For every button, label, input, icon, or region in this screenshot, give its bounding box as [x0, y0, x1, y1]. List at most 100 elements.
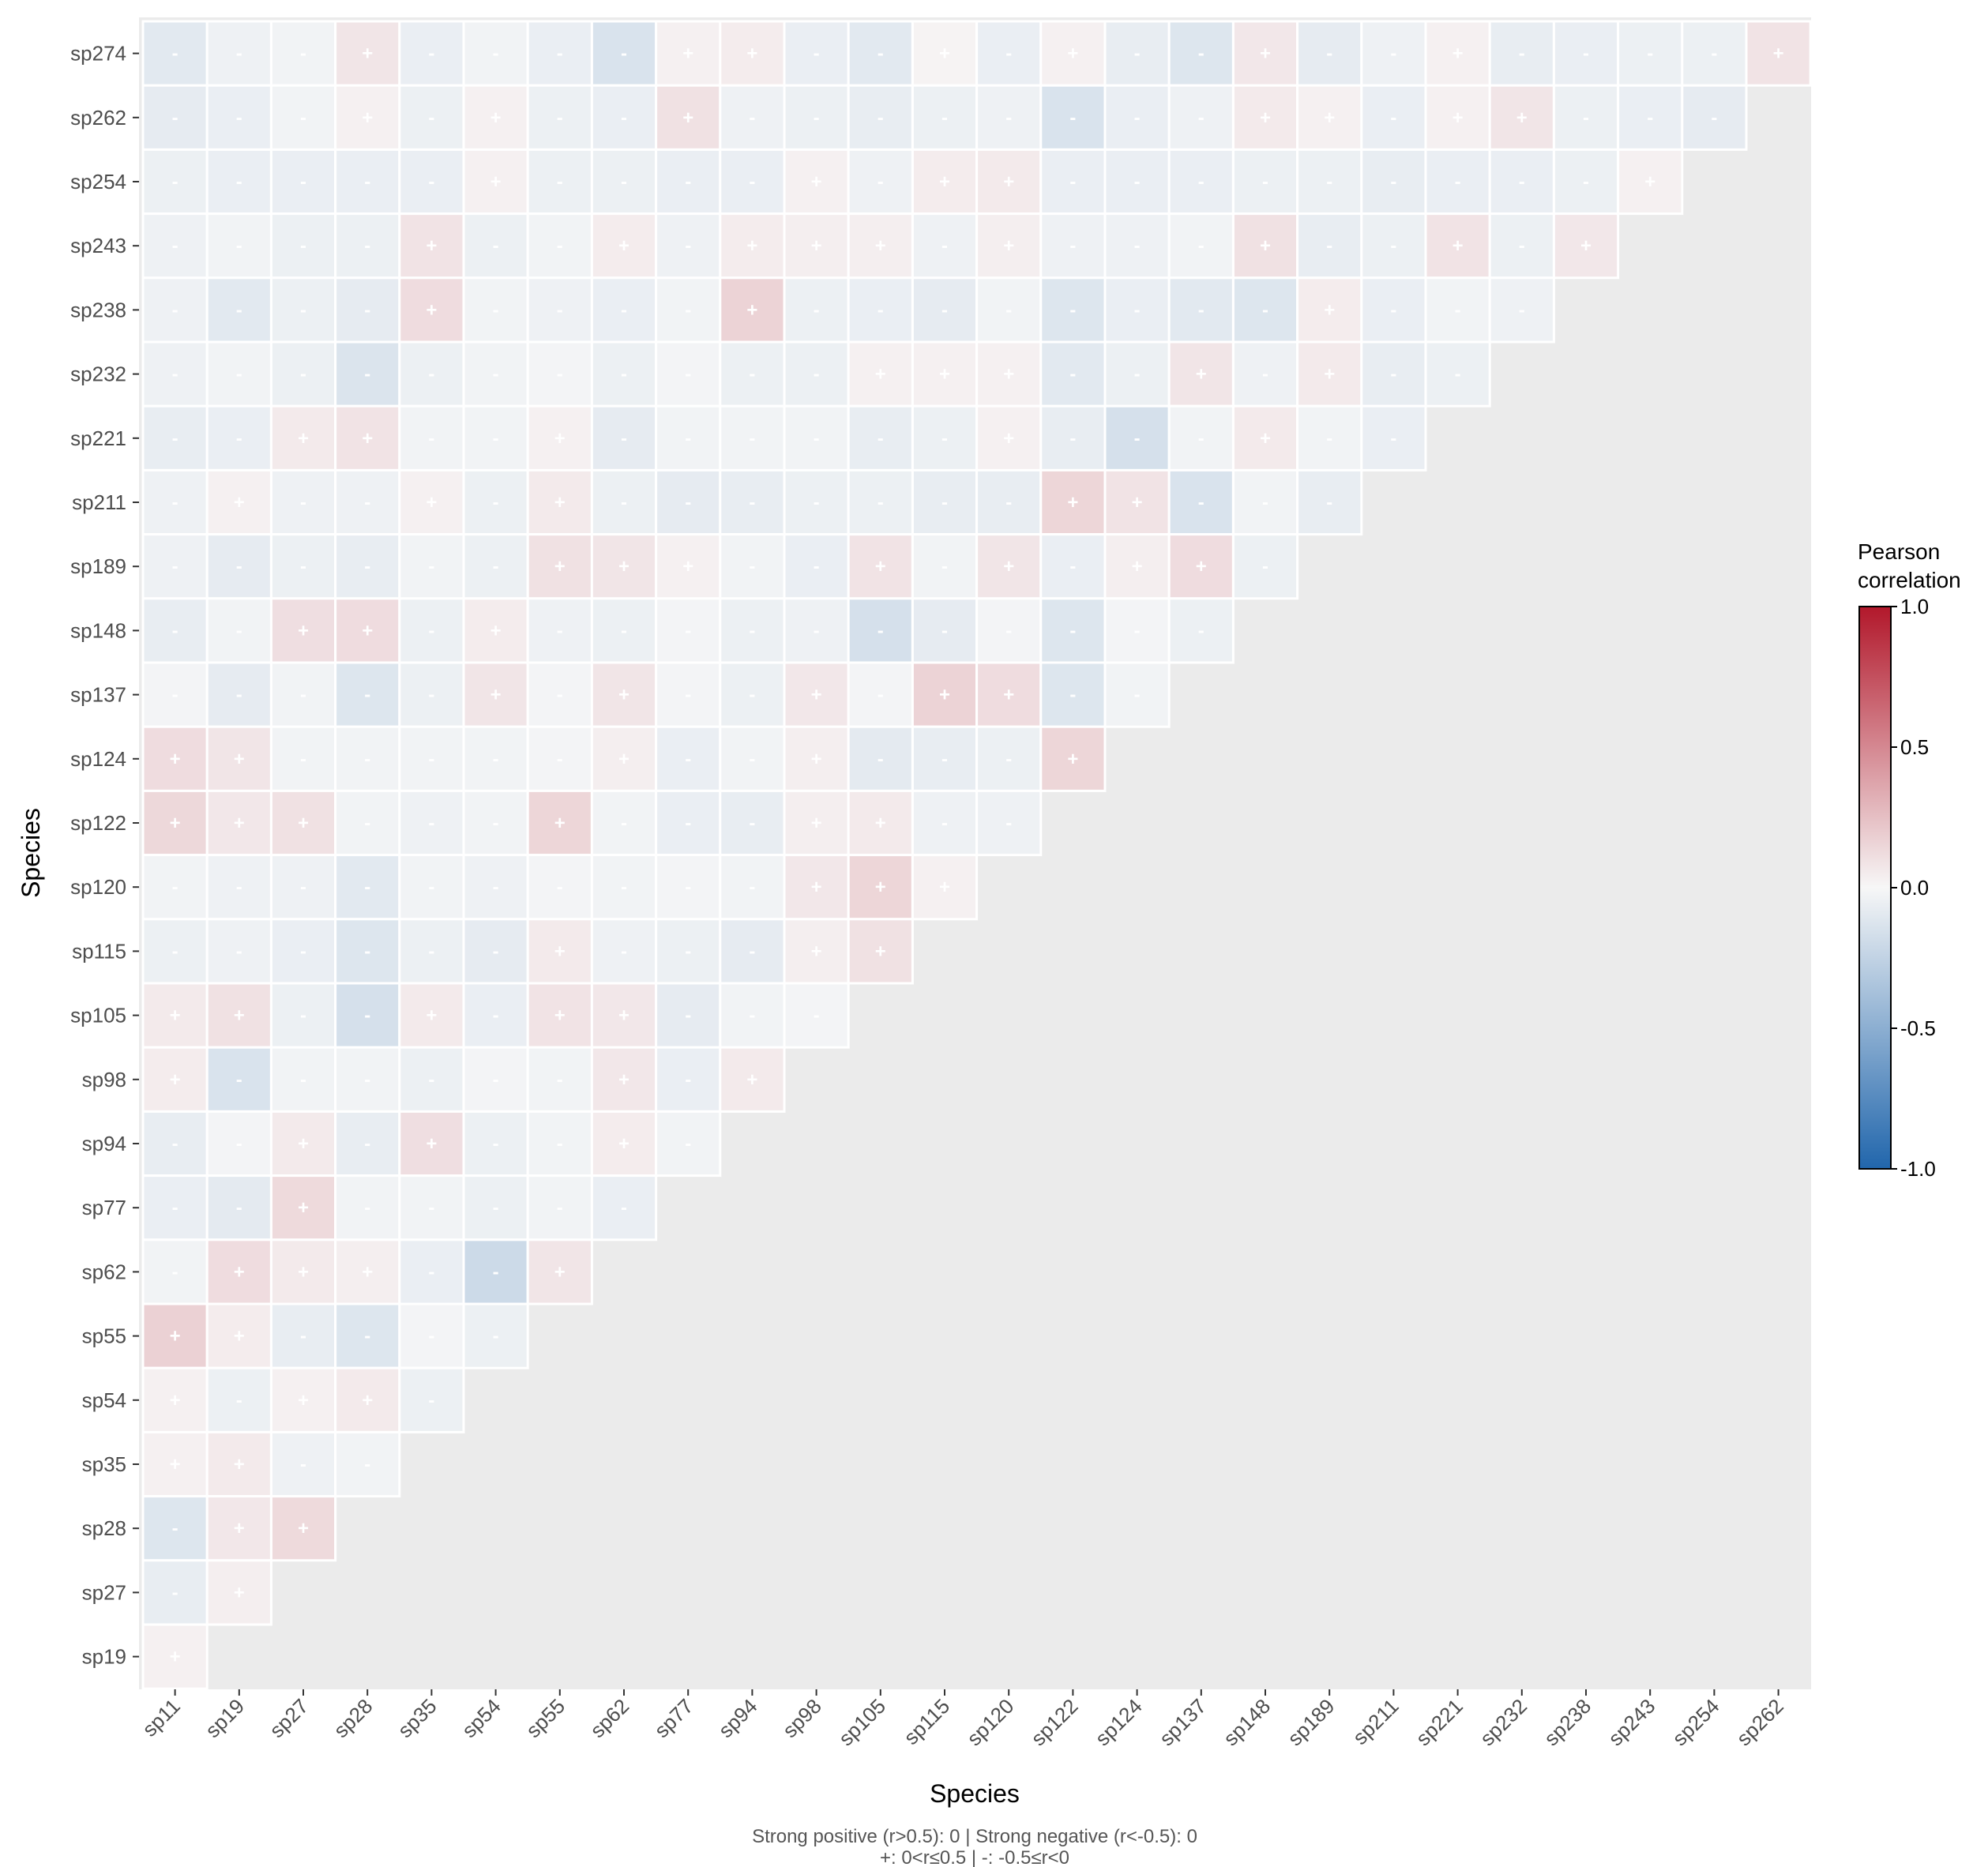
- cell-sign-label: -: [1390, 364, 1396, 385]
- cell-sign-label: +: [170, 749, 181, 770]
- x-tick-label: sp27: [265, 1694, 313, 1742]
- cell-sign-label: -: [941, 299, 948, 321]
- cell-sign-label: +: [298, 1261, 309, 1283]
- cell-sign-label: +: [1452, 43, 1464, 65]
- cell-sign-label: -: [493, 1005, 499, 1027]
- cell-sign-label: -: [557, 1069, 563, 1091]
- heatmap-cell-sp137-sp27: [269, 661, 337, 728]
- cell-sign-label: +: [234, 813, 245, 834]
- cell-sign-label: -: [1455, 299, 1461, 321]
- heatmap-cell-sp243-sp55: [526, 212, 593, 280]
- cell-sign-label: +: [682, 43, 693, 65]
- heatmap-cell-sp262-sp105: [847, 84, 914, 151]
- cell-sign-label: -: [364, 556, 370, 577]
- cell-sign-label: -: [941, 620, 948, 641]
- heatmap-cell-sp238-sp148: [1231, 276, 1299, 344]
- heatmap-cell-sp120-sp35: [398, 854, 465, 921]
- y-tick-label: sp124: [70, 747, 126, 771]
- heatmap-cell-sp254-sp55: [526, 148, 593, 216]
- legend-tick-label: 1.0: [1900, 595, 1929, 618]
- x-tick-label: sp105: [834, 1694, 890, 1750]
- cell-sign-label: -: [1262, 299, 1268, 321]
- x-tick-label: sp62: [585, 1694, 633, 1742]
- cell-sign-label: -: [814, 556, 820, 577]
- heatmap-cell-sp122-sp35: [398, 789, 465, 857]
- heatmap-cell-sp120-sp55: [526, 854, 593, 921]
- heatmap-cell-sp221-sp27: [269, 404, 337, 471]
- heatmap-cell-sp62-sp19: [205, 1238, 272, 1305]
- heatmap-cell-sp122-sp120: [975, 789, 1043, 857]
- heatmap-cell-sp254-sp243: [1617, 148, 1684, 216]
- cell-sign-label: -: [1005, 492, 1012, 513]
- x-tick-label: sp35: [393, 1694, 442, 1742]
- heatmap-cell-sp238-sp11: [141, 276, 209, 344]
- y-tick-label: sp77: [82, 1196, 126, 1219]
- cell-sign-label: -: [1326, 492, 1332, 513]
- heatmap-cell-sp274-sp35: [398, 20, 465, 87]
- y-tick-label: sp243: [70, 234, 126, 257]
- cell-sign-label: -: [493, 1326, 499, 1347]
- heatmap-cell-sp54-sp27: [269, 1366, 337, 1433]
- heatmap-cell-sp211-sp55: [526, 468, 593, 536]
- cell-sign-label: -: [814, 1005, 820, 1027]
- cell-sign-label: -: [1134, 364, 1141, 385]
- y-tick-label: sp105: [70, 1004, 126, 1027]
- cell-sign-label: -: [172, 877, 179, 898]
- x-tick-label: sp98: [778, 1694, 826, 1742]
- heatmap-cell-sp232-sp137: [1167, 340, 1235, 408]
- cell-sign-label: +: [618, 685, 629, 706]
- cell-sign-label: -: [621, 492, 627, 513]
- heatmap-cell-sp211-sp94: [719, 468, 786, 536]
- heatmap-cell-sp120-sp62: [590, 854, 658, 921]
- heatmap-cell-sp105-sp19: [205, 982, 272, 1049]
- cell-sign-label: +: [1324, 107, 1335, 129]
- cell-sign-label: +: [170, 1390, 181, 1411]
- x-tick-label: sp77: [649, 1694, 697, 1742]
- cell-sign-label: +: [1324, 364, 1335, 385]
- x-tick-label: sp124: [1091, 1694, 1147, 1750]
- heatmap-cell-sp211-sp54: [462, 468, 529, 536]
- cell-sign-label: +: [554, 428, 566, 449]
- cell-sign-label: -: [1069, 235, 1076, 257]
- heatmap-cell-sp238-sp54: [462, 276, 529, 344]
- cell-sign-label: -: [1069, 556, 1076, 577]
- cell-sign-label: -: [1069, 685, 1076, 706]
- cell-sign-label: -: [428, 171, 434, 193]
- cell-sign-label: -: [236, 685, 242, 706]
- cell-sign-label: -: [428, 620, 434, 641]
- cell-sign-label: -: [557, 877, 563, 898]
- cell-sign-label: -: [493, 1133, 499, 1155]
- cell-sign-label: -: [364, 171, 370, 193]
- cell-sign-label: +: [811, 941, 822, 962]
- cell-sign-label: -: [236, 299, 242, 321]
- cell-sign-label: -: [814, 107, 820, 129]
- legend-tick-label: 0.0: [1900, 876, 1929, 900]
- cell-sign-label: +: [234, 1454, 245, 1475]
- heatmap-cell-sp238-sp221: [1424, 276, 1491, 344]
- cell-sign-label: -: [428, 1069, 434, 1091]
- x-tick-label: sp54: [457, 1694, 505, 1742]
- cell-sign-label: -: [364, 749, 370, 770]
- cell-sign-label: -: [236, 171, 242, 193]
- cell-sign-label: -: [300, 1326, 306, 1347]
- heatmap-cell-sp243-sp98: [783, 212, 850, 280]
- heatmap-cell-sp211-sp77: [655, 468, 722, 536]
- cell-sign-label: -: [1134, 107, 1141, 129]
- cell-sign-label: -: [1711, 43, 1717, 65]
- cell-sign-label: +: [362, 1390, 373, 1411]
- cell-sign-label: +: [618, 1133, 629, 1155]
- heatmap-cell-sp221-sp54: [462, 404, 529, 471]
- cell-sign-label: -: [878, 107, 884, 129]
- cell-sign-label: +: [1324, 299, 1335, 321]
- cell-sign-label: -: [685, 299, 691, 321]
- cell-sign-label: -: [1134, 171, 1141, 193]
- cell-sign-label: +: [1260, 43, 1271, 65]
- cell-sign-label: -: [428, 877, 434, 898]
- cell-sign-label: +: [746, 235, 757, 257]
- heatmap-cell-sp221-sp77: [655, 404, 722, 471]
- heatmap-cell-sp221-sp11: [141, 404, 209, 471]
- cell-sign-label: -: [493, 1069, 499, 1091]
- cell-sign-label: +: [298, 428, 309, 449]
- cell-sign-label: +: [1132, 492, 1143, 513]
- cell-sign-label: +: [939, 43, 950, 65]
